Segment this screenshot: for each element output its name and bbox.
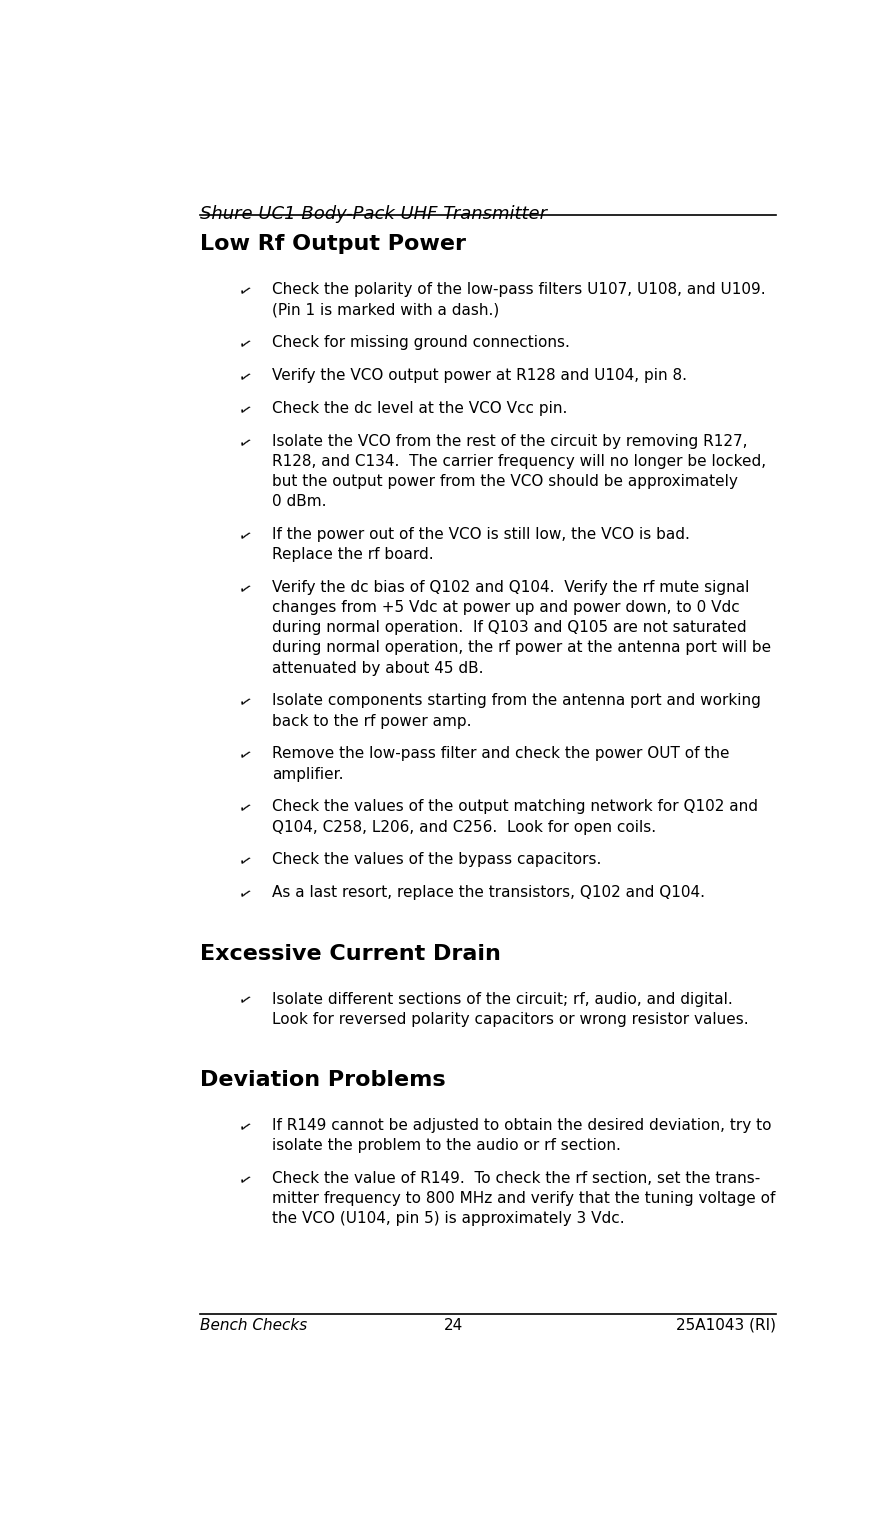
Text: (Pin 1 is marked with a dash.): (Pin 1 is marked with a dash.) xyxy=(272,302,499,317)
Text: ✓: ✓ xyxy=(236,852,253,870)
Text: Excessive Current Drain: Excessive Current Drain xyxy=(200,944,501,964)
Text: Check the values of the output matching network for Q102 and: Check the values of the output matching … xyxy=(272,799,758,814)
Text: Replace the rf board.: Replace the rf board. xyxy=(272,547,434,562)
Text: Check the dc level at the VCO Vcc pin.: Check the dc level at the VCO Vcc pin. xyxy=(272,402,567,417)
Text: Verify the VCO output power at R128 and U104, pin 8.: Verify the VCO output power at R128 and … xyxy=(272,368,687,384)
Text: ✓: ✓ xyxy=(236,746,253,764)
Text: R128, and C134.  The carrier frequency will no longer be locked,: R128, and C134. The carrier frequency wi… xyxy=(272,455,766,468)
Text: ✓: ✓ xyxy=(236,402,253,420)
Text: ✓: ✓ xyxy=(236,1172,253,1190)
Text: isolate the problem to the audio or rf section.: isolate the problem to the audio or rf s… xyxy=(272,1139,620,1154)
Text: Remove the low-pass filter and check the power OUT of the: Remove the low-pass filter and check the… xyxy=(272,746,729,761)
Text: during normal operation, the rf power at the antenna port will be: during normal operation, the rf power at… xyxy=(272,640,771,655)
Text: Verify the dc bias of Q102 and Q104.  Verify the rf mute signal: Verify the dc bias of Q102 and Q104. Ver… xyxy=(272,581,750,596)
Text: If the power out of the VCO is still low, the VCO is bad.: If the power out of the VCO is still low… xyxy=(272,528,689,543)
Text: 0 dBm.: 0 dBm. xyxy=(272,494,327,509)
Text: Isolate different sections of the circuit; rf, audio, and digital.: Isolate different sections of the circui… xyxy=(272,991,733,1007)
Text: Check the values of the bypass capacitors.: Check the values of the bypass capacitor… xyxy=(272,852,601,867)
Text: ✓: ✓ xyxy=(236,885,253,904)
Text: Q104, C258, L206, and C256.  Look for open coils.: Q104, C258, L206, and C256. Look for ope… xyxy=(272,820,656,834)
Text: ✓: ✓ xyxy=(236,282,253,300)
Text: ✓: ✓ xyxy=(236,581,253,599)
Text: back to the rf power amp.: back to the rf power amp. xyxy=(272,714,472,729)
Text: Bench Checks: Bench Checks xyxy=(200,1317,307,1333)
Text: If R149 cannot be adjusted to obtain the desired deviation, try to: If R149 cannot be adjusted to obtain the… xyxy=(272,1119,772,1134)
Text: attenuated by about 45 dB.: attenuated by about 45 dB. xyxy=(272,661,483,676)
Text: ✓: ✓ xyxy=(236,1119,253,1137)
Text: As a last resort, replace the transistors, Q102 and Q104.: As a last resort, replace the transistor… xyxy=(272,885,704,901)
Text: Low Rf Output Power: Low Rf Output Power xyxy=(200,235,466,255)
Text: Shure UC1 Body-Pack UHF Transmitter: Shure UC1 Body-Pack UHF Transmitter xyxy=(200,205,547,223)
Text: ✓: ✓ xyxy=(236,335,253,353)
Text: the VCO (U104, pin 5) is approximately 3 Vdc.: the VCO (U104, pin 5) is approximately 3… xyxy=(272,1211,625,1226)
Text: but the output power from the VCO should be approximately: but the output power from the VCO should… xyxy=(272,475,738,490)
Text: during normal operation.  If Q103 and Q105 are not saturated: during normal operation. If Q103 and Q10… xyxy=(272,620,746,635)
Text: ✓: ✓ xyxy=(236,693,253,711)
Text: Check for missing ground connections.: Check for missing ground connections. xyxy=(272,335,570,350)
Text: Deviation Problems: Deviation Problems xyxy=(200,1070,445,1090)
Text: ✓: ✓ xyxy=(236,991,253,1010)
Text: Isolate components starting from the antenna port and working: Isolate components starting from the ant… xyxy=(272,693,761,708)
Text: changes from +5 Vdc at power up and power down, to 0 Vdc: changes from +5 Vdc at power up and powe… xyxy=(272,600,740,615)
Text: 24: 24 xyxy=(444,1317,463,1333)
Text: mitter frequency to 800 MHz and verify that the tuning voltage of: mitter frequency to 800 MHz and verify t… xyxy=(272,1192,775,1207)
Text: ✓: ✓ xyxy=(236,434,253,452)
Text: Check the value of R149.  To check the rf section, set the trans-: Check the value of R149. To check the rf… xyxy=(272,1172,760,1187)
Text: amplifier.: amplifier. xyxy=(272,767,343,782)
Text: ✓: ✓ xyxy=(236,799,253,817)
Text: Look for reversed polarity capacitors or wrong resistor values.: Look for reversed polarity capacitors or… xyxy=(272,1011,749,1026)
Text: ✓: ✓ xyxy=(236,528,253,546)
Text: 25A1043 (RI): 25A1043 (RI) xyxy=(676,1317,776,1333)
Text: ✓: ✓ xyxy=(236,368,253,387)
Text: Isolate the VCO from the rest of the circuit by removing R127,: Isolate the VCO from the rest of the cir… xyxy=(272,434,747,449)
Text: Check the polarity of the low-pass filters U107, U108, and U109.: Check the polarity of the low-pass filte… xyxy=(272,282,766,297)
